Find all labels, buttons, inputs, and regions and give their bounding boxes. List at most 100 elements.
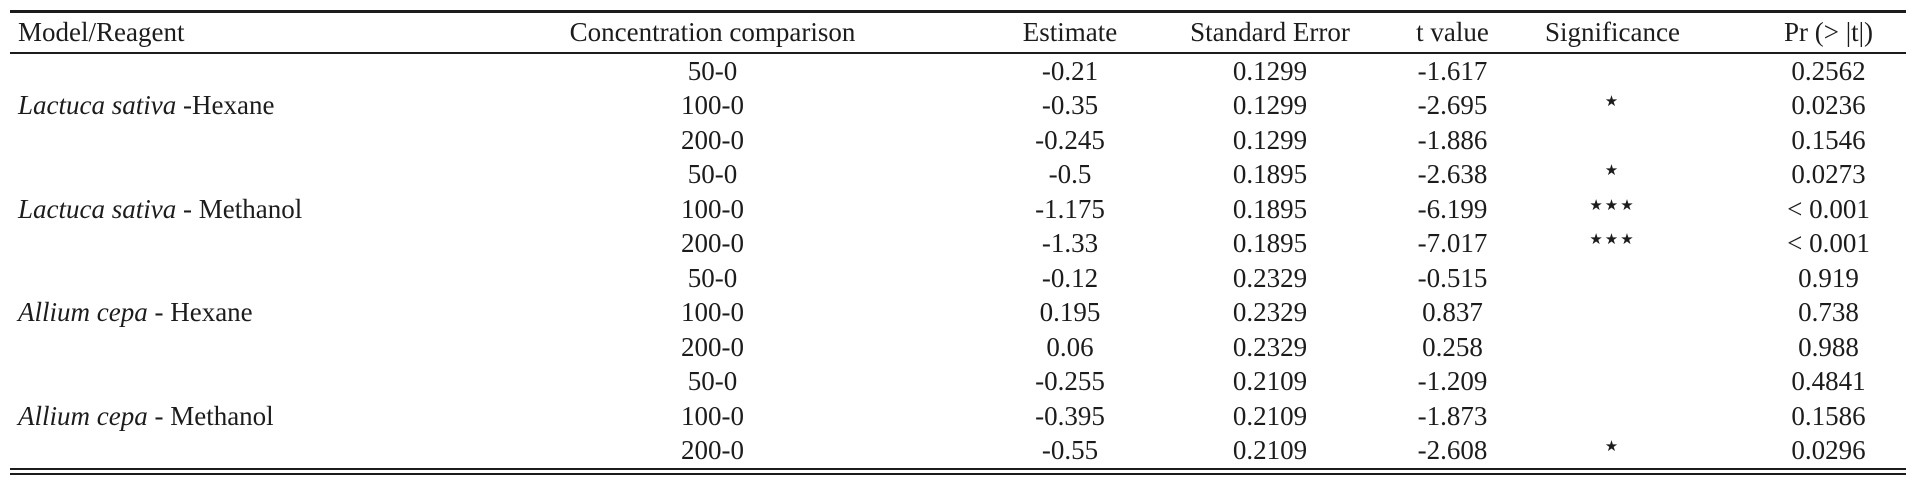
cell-std-error: 0.1299: [1232, 90, 1308, 121]
cell-t-value: -6.199: [1417, 193, 1488, 224]
cell-t-value: -7.017: [1417, 228, 1488, 259]
cell-significance: [1530, 296, 1695, 331]
cell-pr: < 0.001: [1787, 228, 1870, 259]
cell-std-error: 0.2329: [1232, 297, 1308, 328]
cell-std-error: 0.2329: [1232, 331, 1308, 362]
cell-std-error: 0.2109: [1232, 400, 1308, 431]
cell-pr: 0.738: [1798, 297, 1859, 328]
cell-pr: 0.988: [1798, 331, 1859, 362]
table-row: Allium cepa - Methanol 50-0 -0.255 0.210…: [10, 365, 1906, 429]
cell-comparison: 200-0: [681, 435, 744, 466]
cell-estimate: -0.5: [1048, 159, 1092, 190]
col-header-std-error: Standard Error: [1165, 11, 1375, 54]
table-row: 100-0 -0.395 0.2109 -1.873 0.1586: [10, 399, 1906, 434]
table-row: 200-0 0.06 0.2329 0.258 0.988: [10, 330, 1906, 365]
cell-significance: ★★★: [1530, 227, 1695, 262]
cell-std-error: 0.1299: [1232, 55, 1308, 86]
cell-std-error: 0.1895: [1232, 228, 1308, 259]
cell-pr: 0.919: [1798, 262, 1859, 293]
cell-estimate: -1.33: [1041, 228, 1099, 259]
cell-significance: ★: [1530, 434, 1695, 472]
significance-stars: ★: [1604, 163, 1621, 180]
reagent-name: - Hexane: [147, 297, 253, 328]
cell-pr: 0.0296: [1791, 435, 1866, 466]
cell-t-value: -1.886: [1417, 124, 1488, 155]
reagent-name: - Methanol: [147, 400, 274, 431]
cell-significance: ★★★: [1530, 192, 1695, 227]
cell-std-error: 0.1299: [1232, 124, 1308, 155]
cell-significance: [1530, 365, 1695, 400]
cell-std-error: 0.2109: [1232, 435, 1308, 466]
cell-std-error: 0.1895: [1232, 193, 1308, 224]
cell-pr: 0.2562: [1791, 55, 1866, 86]
cell-comparison: 200-0: [681, 228, 744, 259]
cell-comparison: 100-0: [681, 400, 744, 431]
table-row: 100-0 0.195 0.2329 0.837 0.738: [10, 296, 1906, 331]
cell-estimate: 0.06: [1046, 331, 1094, 362]
cell-pr: < 0.001: [1787, 193, 1870, 224]
cell-comparison: 200-0: [681, 331, 744, 362]
cell-significance: [1530, 261, 1695, 296]
significance-stars: ★: [1604, 439, 1621, 456]
group-label-lactuca-hexane: Lactuca sativa -Hexane: [10, 53, 450, 158]
table-row: 100-0 -0.35 0.1299 -2.695 ★ 0.0236: [10, 89, 1906, 124]
group-label-lactuca-methanol: Lactuca sativa - Methanol: [10, 158, 450, 262]
cell-estimate: 0.195: [1039, 297, 1101, 328]
col-header-model-reagent: Model/Reagent: [10, 11, 450, 54]
cell-std-error: 0.1895: [1232, 159, 1308, 190]
reagent-name: -Hexane: [176, 90, 275, 121]
table-row: Allium cepa - Hexane 50-0 -0.12 0.2329 -…: [10, 261, 1906, 325]
table-row: 200-0 -0.55 0.2109 -2.608 ★ 0.0296: [10, 434, 1906, 472]
cell-significance: [1530, 399, 1695, 434]
cell-t-value: -1.873: [1417, 400, 1488, 431]
cell-estimate: -0.245: [1035, 124, 1105, 155]
cell-significance: [1530, 53, 1695, 89]
group-label-allium-methanol: Allium cepa - Methanol: [10, 365, 450, 472]
cell-t-value: 0.258: [1422, 331, 1483, 362]
col-header-significance: Significance: [1530, 11, 1695, 54]
cell-significance: [1530, 123, 1695, 158]
cell-t-value: -2.695: [1417, 90, 1488, 121]
significance-stars: ★★★: [1589, 197, 1636, 214]
cell-comparison: 50-0: [687, 55, 738, 86]
cell-estimate: -0.12: [1041, 262, 1099, 293]
table-row: 200-0 -1.33 0.1895 -7.017 ★★★ < 0.001: [10, 227, 1906, 262]
header-row: Model/Reagent Concentration comparison E…: [10, 11, 1906, 54]
cell-pr: 0.0236: [1791, 90, 1866, 121]
cell-comparison: 50-0: [687, 262, 738, 293]
cell-estimate: -0.255: [1035, 366, 1105, 397]
group-label-allium-hexane: Allium cepa - Hexane: [10, 261, 450, 365]
reagent-name: - Methanol: [176, 193, 303, 224]
cell-t-value: -1.209: [1417, 366, 1488, 397]
col-header-concentration: Concentration comparison: [450, 11, 975, 54]
cell-comparison: 100-0: [681, 193, 744, 224]
significance-stars: ★: [1604, 94, 1621, 111]
cell-comparison: 200-0: [681, 124, 744, 155]
cell-significance: [1530, 330, 1695, 365]
cell-pr: 0.0273: [1791, 159, 1866, 190]
cell-estimate: -0.21: [1041, 55, 1099, 86]
species-name: Allium cepa: [18, 400, 148, 431]
species-name: Allium cepa: [18, 297, 148, 328]
cell-t-value: -2.608: [1417, 435, 1488, 466]
cell-std-error: 0.2329: [1232, 262, 1308, 293]
cell-std-error: 0.2109: [1232, 366, 1308, 397]
cell-significance: ★: [1530, 89, 1695, 124]
col-header-estimate: Estimate: [975, 11, 1165, 54]
col-header-pr: Pr (> |t|): [1695, 11, 1906, 54]
species-name: Lactuca sativa: [18, 90, 177, 121]
cell-t-value: -0.515: [1417, 262, 1488, 293]
cell-t-value: -2.638: [1417, 159, 1488, 190]
cell-comparison: 50-0: [687, 159, 738, 190]
cell-comparison: 50-0: [687, 366, 738, 397]
cell-estimate: -0.55: [1041, 435, 1099, 466]
cell-comparison: 100-0: [681, 90, 744, 121]
col-header-t-value: t value: [1375, 11, 1530, 54]
cell-pr: 0.4841: [1791, 366, 1866, 397]
significance-stars: ★★★: [1589, 232, 1636, 249]
species-name: Lactuca sativa: [18, 193, 177, 224]
cell-significance: ★: [1530, 158, 1695, 193]
table-row: Lactuca sativa -Hexane 50-0 -0.21 0.1299…: [10, 53, 1906, 118]
table-row: Lactuca sativa - Methanol 50-0 -0.5 0.18…: [10, 158, 1906, 222]
statistics-table: Model/Reagent Concentration comparison E…: [10, 10, 1906, 475]
